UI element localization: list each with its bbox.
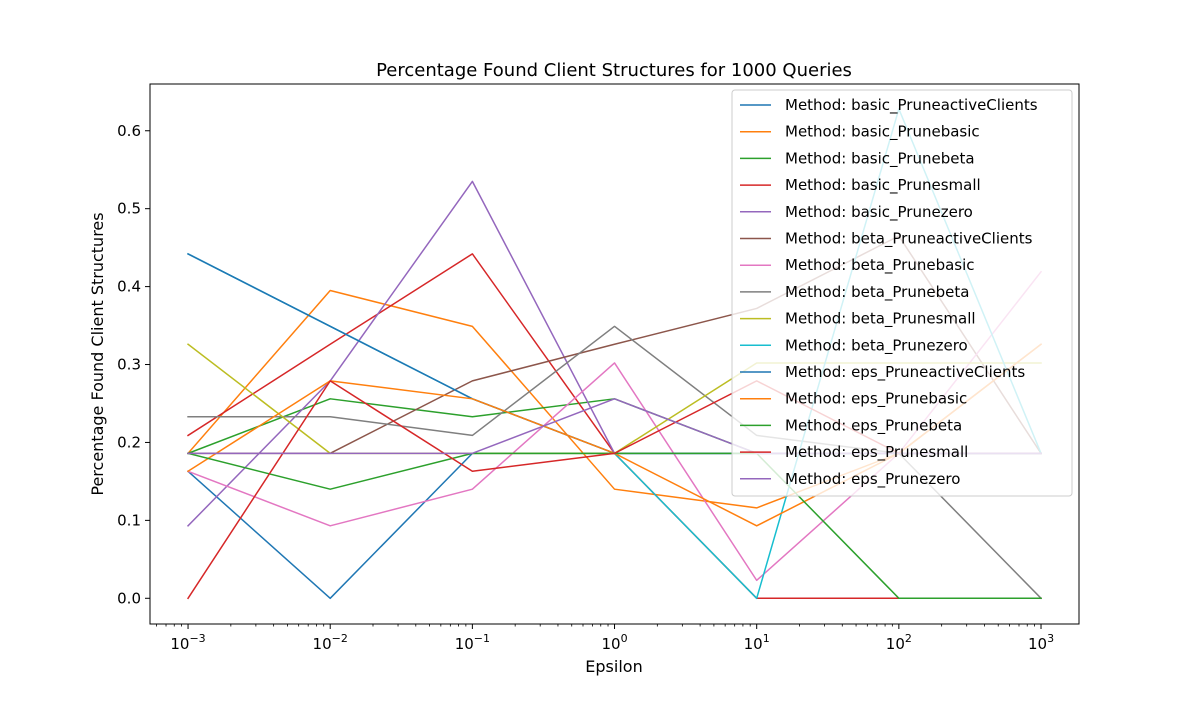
legend-label: Method: eps_PruneactiveClients [785,363,1025,382]
legend-items: Method: basic_PruneactiveClients Method: … [740,96,1038,489]
legend-label: Method: beta_PruneactiveClients [785,230,1033,249]
x-tick-label: 100 [601,632,627,653]
legend-box [731,89,1073,497]
legend-label: Method: basic_Prunebeta [785,149,975,168]
y-tick-label: 0.5 [117,200,141,218]
legend-label: Method: basic_Prunezero [785,203,973,222]
y-tick-label: 0.0 [117,589,141,607]
y-tick-label: 0.4 [117,278,141,296]
x-axis-label: Epsilon [585,657,642,676]
x-tick-label: 10−2 [313,632,348,653]
legend-label: Method: basic_PruneactiveClients [785,96,1038,115]
x-tick-label: 10−1 [455,632,490,653]
x-tick-label: 101 [744,632,770,653]
legend-label: Method: beta_Prunebeta [785,283,969,302]
y-axis-label: Percentage Found Client Structures [88,212,107,495]
legend-label: Method: eps_Prunebasic [785,390,967,409]
chart-title: Percentage Found Client Structures for 1… [376,60,852,81]
y-tick-label: 0.1 [117,511,141,529]
x-tick-label: 10−3 [170,632,205,653]
y-tick-label: 0.2 [117,433,141,451]
x-axis: 10−3 10−2 10−1 100 101 102 103 [156,624,1054,653]
x-tick-label: 103 [1028,632,1054,653]
legend-label: Method: basic_Prunebasic [785,123,980,142]
legend-label: Method: eps_Prunezero [785,470,960,489]
legend-label: Method: eps_Prunesmall [785,443,968,462]
legend-label: Method: beta_Prunezero [785,336,968,355]
legend-label: Method: beta_Prunebasic [785,256,975,275]
y-axis: 0.0 0.1 0.2 0.3 0.4 0.5 0.6 [117,122,150,607]
legend-label: Method: eps_Prunebeta [785,416,962,435]
y-tick-label: 0.6 [117,122,141,140]
legend-label: Method: beta_Prunesmall [785,310,976,329]
x-tick-label: 102 [886,632,912,653]
y-tick-label: 0.3 [117,356,141,374]
legend: Method: basic_PruneactiveClients Method: … [731,89,1073,497]
legend-label: Method: basic_Prunesmall [785,176,981,195]
